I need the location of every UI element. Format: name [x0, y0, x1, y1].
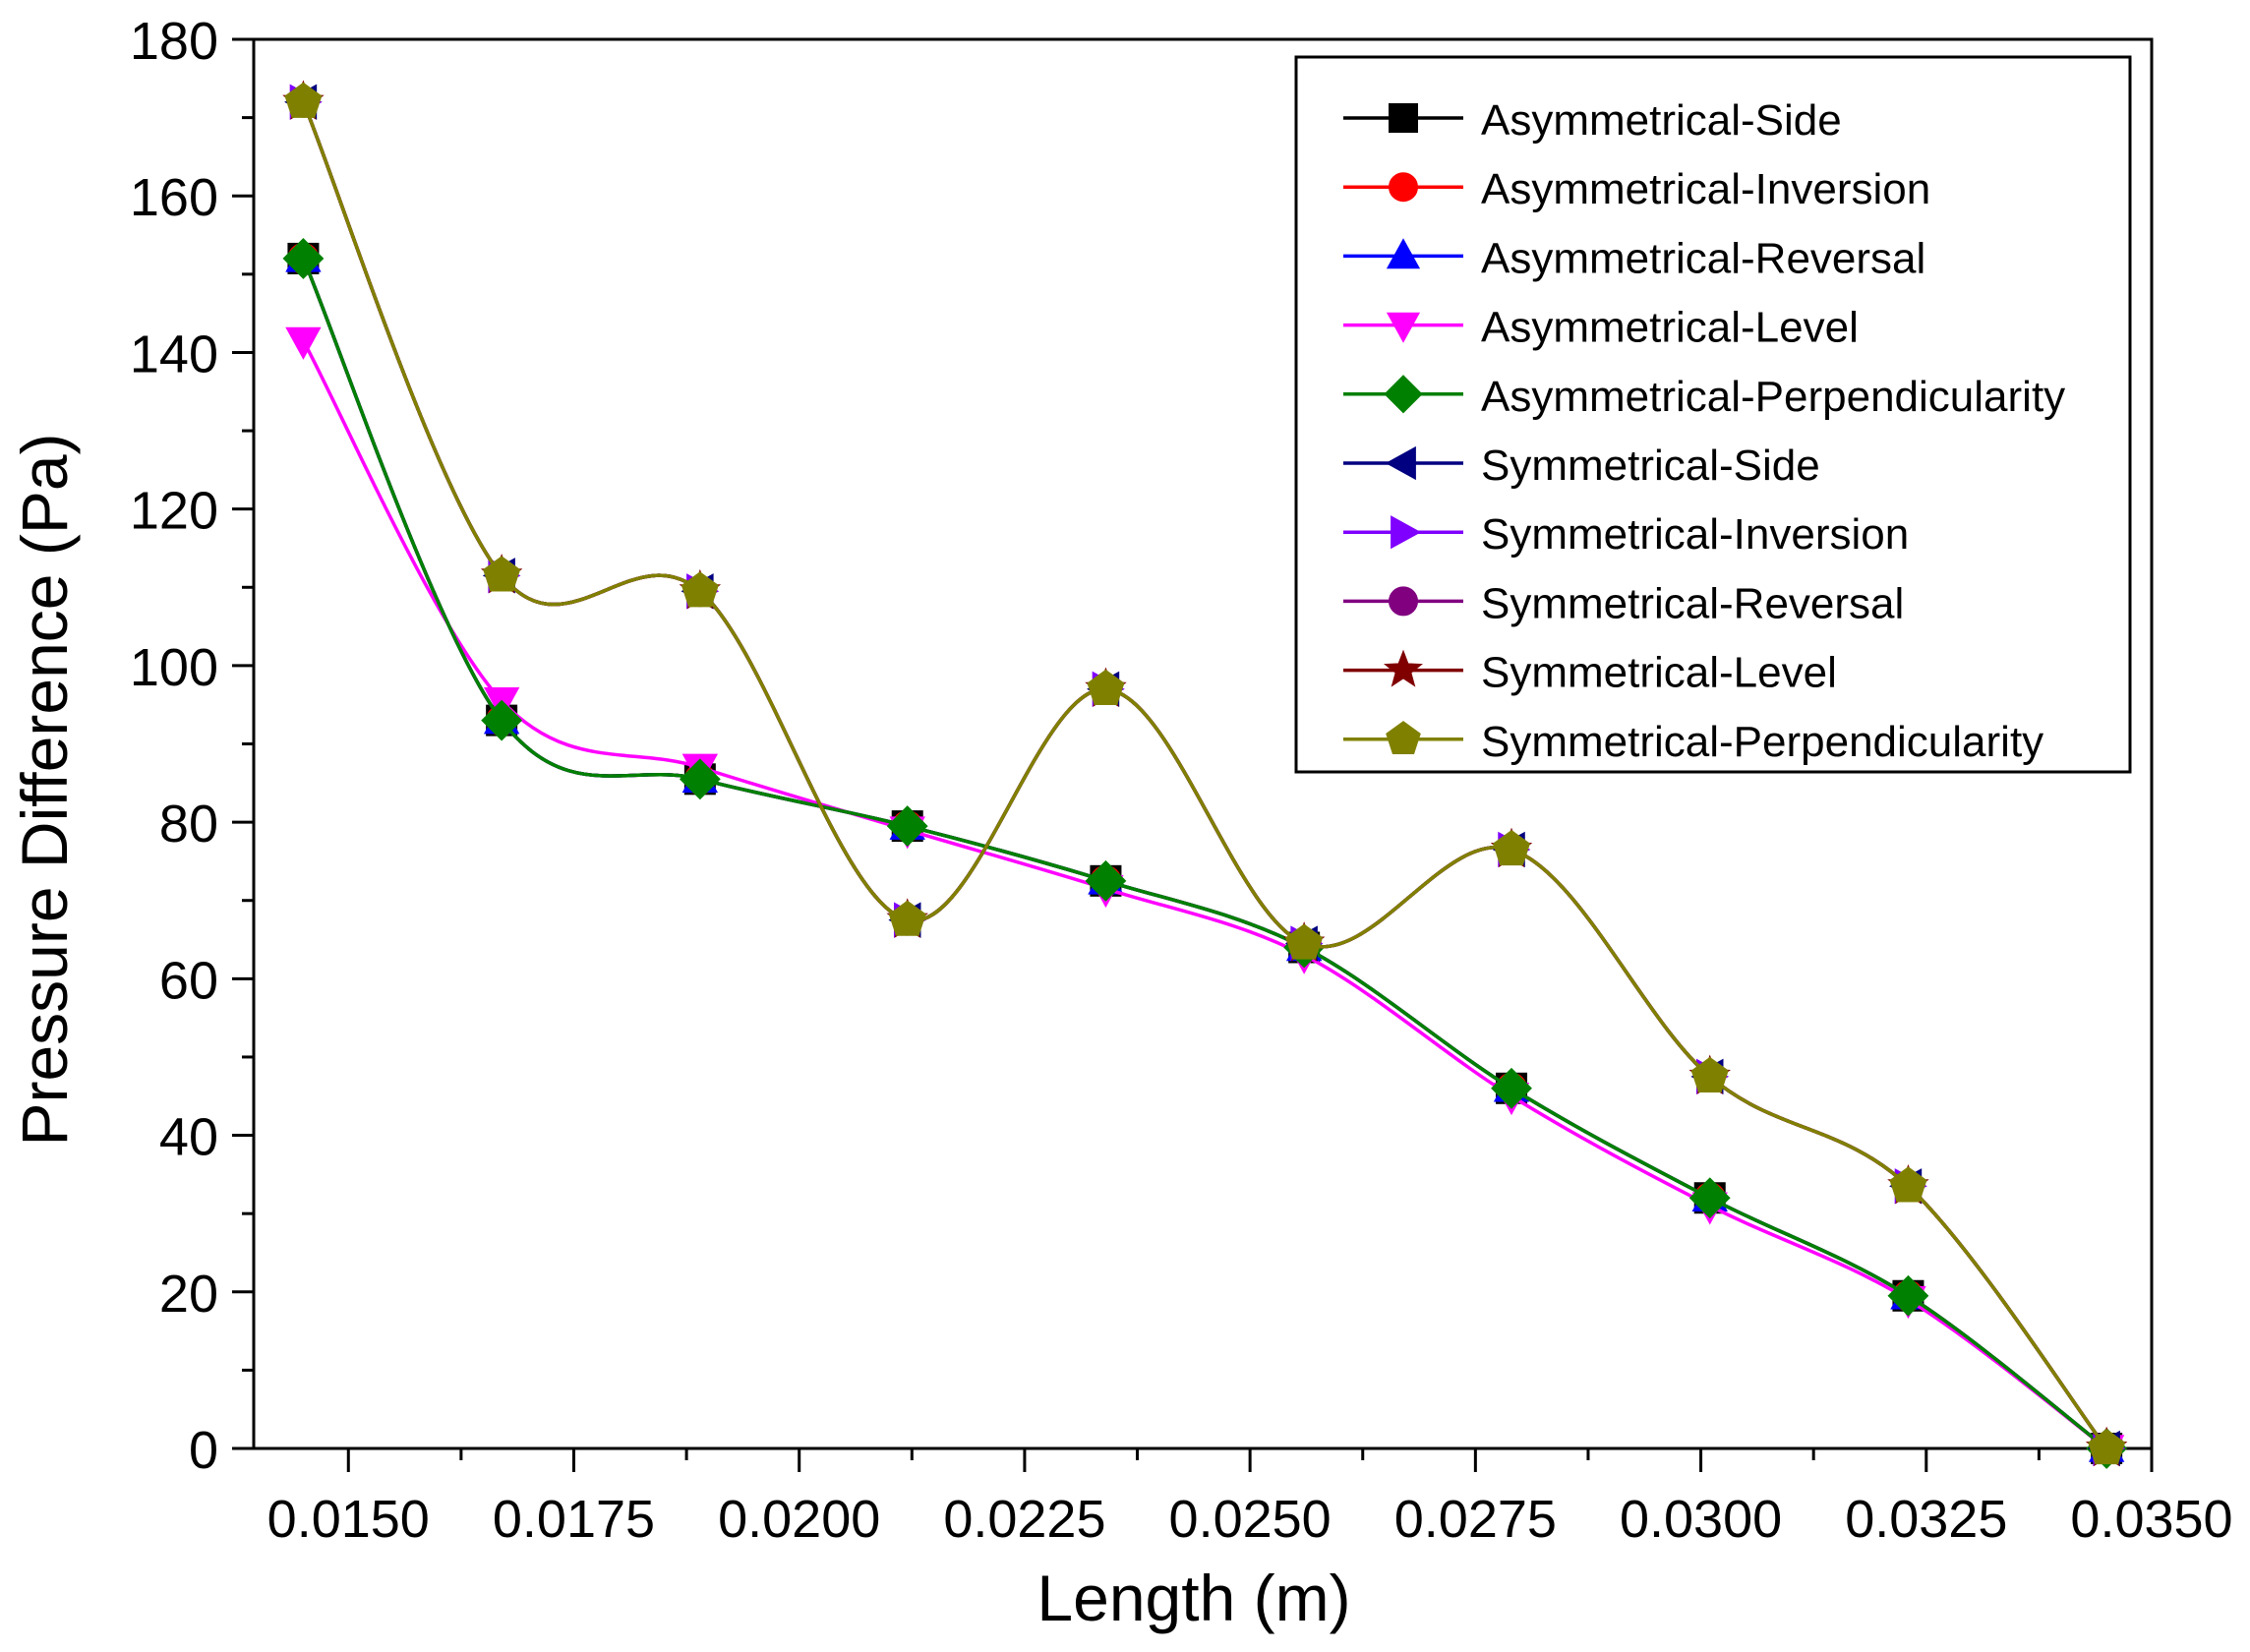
- data-point: [1087, 669, 1125, 705]
- data-point: [483, 556, 521, 592]
- x-tick-label: 0.0350: [2070, 1490, 2232, 1549]
- legend-label: Asymmetrical-Level: [1481, 304, 1859, 352]
- legend-entry: Asymmetrical-Reversal: [1343, 234, 1925, 282]
- legend-marker: [1386, 312, 1421, 343]
- legend-box: [1294, 55, 2132, 774]
- data-point: [285, 326, 322, 360]
- x-tick-label: 0.0250: [1169, 1490, 1332, 1549]
- legend-label: Asymmetrical-Perpendicularity: [1481, 373, 2065, 421]
- data-point: [1690, 1056, 1729, 1093]
- legend-label: Symmetrical-Perpendicularity: [1481, 718, 2043, 766]
- y-tick-label: 80: [159, 795, 218, 854]
- data-point: [1889, 1166, 1927, 1203]
- x-axis-label: Length (m): [1036, 1562, 1350, 1634]
- x-tick-label: 0.0200: [718, 1490, 880, 1549]
- x-tick-label: 0.0300: [1620, 1490, 1782, 1549]
- data-point: [1493, 829, 1531, 866]
- data-point: [679, 758, 721, 800]
- legend-label: Asymmetrical-Side: [1481, 96, 1842, 145]
- legend-marker: [1389, 586, 1418, 617]
- legend-label: Asymmetrical-Reversal: [1481, 234, 1925, 282]
- legend-entry: Symmetrical-Reversal: [1343, 579, 1904, 627]
- legend-marker: [1384, 649, 1423, 687]
- series-line: [301, 258, 2108, 1450]
- y-tick-label: 100: [130, 638, 218, 697]
- y-tick-label: 20: [159, 1265, 218, 1324]
- series-symmetrical-perpendicularity: [284, 82, 2126, 1465]
- y-axis-label: Pressure Difference (Pa): [8, 433, 81, 1146]
- data-point: [481, 699, 523, 741]
- legend-entry: Asymmetrical-Inversion: [1343, 165, 1930, 213]
- series-line: [301, 101, 2108, 1450]
- y-tick-label: 60: [159, 951, 218, 1010]
- x-tick-label: 0.0175: [493, 1490, 655, 1549]
- legend-entry: Symmetrical-Side: [1343, 442, 1820, 490]
- y-tick-label: 180: [130, 12, 218, 71]
- legend-entry: Asymmetrical-Perpendicularity: [1343, 373, 2065, 421]
- legend-marker: [1386, 721, 1421, 754]
- data-point: [1688, 1177, 1731, 1219]
- legend-marker: [1386, 238, 1421, 269]
- y-tick-label: 0: [189, 1421, 218, 1480]
- legend: Asymmetrical-Side Asymmetrical-Inversion A…: [1294, 55, 2132, 774]
- legend-marker: [1389, 103, 1418, 133]
- data-point: [888, 900, 926, 936]
- y-tick-label: 40: [159, 1108, 218, 1167]
- data-point: [1491, 1067, 1532, 1109]
- x-tick-label: 0.0325: [1845, 1490, 2007, 1549]
- series-layer: [282, 80, 2128, 1469]
- legend-label: Asymmetrical-Inversion: [1481, 165, 1930, 213]
- x-tick-label: 0.0225: [943, 1490, 1105, 1549]
- x-tick-label: 0.0150: [267, 1490, 430, 1549]
- data-point: [282, 237, 325, 279]
- legend-label: Symmetrical-Side: [1481, 442, 1820, 490]
- data-point: [1285, 923, 1324, 960]
- y-tick-label: 160: [130, 168, 218, 227]
- legend-marker: [1385, 445, 1416, 481]
- data-point: [1085, 859, 1127, 902]
- legend-entry: Asymmetrical-Level: [1343, 304, 1859, 352]
- legend-entry: Symmetrical-Level: [1343, 649, 1837, 697]
- legend-entry: Symmetrical-Inversion: [1343, 510, 1909, 559]
- legend-label: Symmetrical-Level: [1481, 649, 1837, 697]
- legend-marker: [1384, 375, 1423, 414]
- x-tick-label: 0.0275: [1394, 1490, 1557, 1549]
- legend-entry: Symmetrical-Perpendicularity: [1343, 718, 2043, 766]
- legend-label: Symmetrical-Reversal: [1481, 579, 1904, 627]
- data-point: [1887, 1274, 1929, 1317]
- legend-entry: Asymmetrical-Side: [1343, 96, 1842, 145]
- legend-marker: [1391, 515, 1422, 550]
- data-point: [2088, 1429, 2126, 1465]
- data-point: [284, 82, 323, 118]
- y-tick-label: 120: [130, 482, 218, 541]
- axes-layer: 0 20 40 60 80 100 120 140 160 180 0.0150 0.0175 0.02…: [130, 12, 2233, 1549]
- y-tick-label: 140: [130, 324, 218, 384]
- data-point: [681, 571, 719, 608]
- legend-label: Symmetrical-Inversion: [1481, 510, 1909, 559]
- series-line: [301, 339, 2108, 1450]
- data-point: [886, 805, 928, 848]
- legend-marker: [1389, 172, 1418, 203]
